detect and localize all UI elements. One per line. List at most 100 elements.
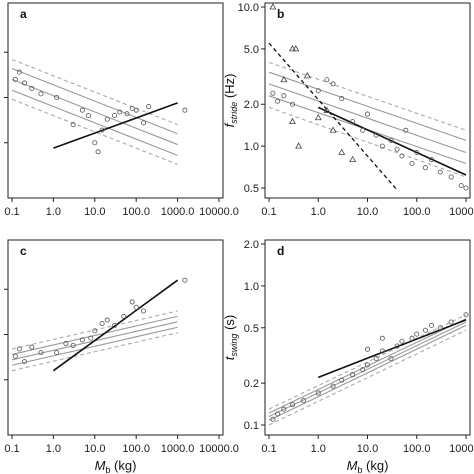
data-point (373, 132, 379, 138)
x-tick-label: 1.0 (311, 443, 326, 455)
data-point (414, 331, 420, 337)
data-point (88, 335, 94, 341)
y-tick-label: 2.0 (244, 239, 259, 251)
x-tick-label: 0.1 (4, 443, 19, 455)
data-point (21, 359, 27, 365)
data-point (339, 95, 345, 101)
data-point (21, 80, 27, 86)
data-point (29, 85, 35, 91)
data-point (330, 81, 336, 87)
x-tick-label: 0.1 (261, 443, 276, 455)
x-tick-label: 10.0 (84, 206, 105, 218)
fit-line (11, 58, 178, 126)
data-point (448, 174, 454, 180)
data-point (403, 127, 409, 133)
data-point (315, 88, 321, 94)
x-tick-label: 0.1 (4, 206, 19, 218)
y-tick-label: 0.5 (244, 323, 259, 335)
data-point (112, 113, 118, 119)
data-point (63, 341, 69, 347)
fit-line (11, 68, 178, 135)
data-triangle (289, 45, 296, 52)
x-tick-label: 100.0 (403, 206, 431, 218)
data-point (70, 342, 76, 348)
data-triangle (323, 106, 331, 114)
fit-line (11, 78, 178, 146)
data-point (373, 356, 379, 362)
data-point (117, 109, 123, 115)
data-point (275, 98, 281, 104)
data-point (379, 143, 385, 149)
data-point (360, 367, 366, 373)
y-tick-label: 2.0 (244, 99, 259, 111)
data-point (146, 104, 152, 110)
fit-line (268, 42, 398, 191)
data-point (422, 165, 428, 171)
data-point (458, 183, 464, 189)
fit-line (11, 315, 178, 355)
data-point (399, 338, 405, 344)
data-point (448, 319, 454, 325)
data-point (429, 322, 435, 328)
data-point (38, 91, 44, 97)
y-tick-label: 1.0 (244, 141, 259, 153)
data-point (12, 76, 18, 82)
plot-frame (7, 239, 224, 436)
data-triangle (280, 75, 288, 83)
data-point (104, 317, 110, 323)
data-point (16, 346, 22, 352)
data-point (124, 111, 130, 117)
fit-line (268, 318, 467, 414)
data-triangle (292, 45, 300, 52)
x-tick-label: 10000.0 (199, 443, 239, 455)
data-point (129, 299, 135, 305)
data-point (99, 321, 105, 327)
data-point (182, 277, 188, 283)
data-point (289, 402, 295, 408)
data-point (182, 107, 188, 113)
data-point (437, 169, 443, 175)
data-point (388, 356, 394, 362)
data-point (29, 344, 35, 350)
x-tick-label: 10.0 (84, 443, 105, 455)
data-triangle (289, 117, 296, 125)
data-point (289, 101, 295, 107)
data-point (360, 127, 366, 133)
data-point (379, 348, 385, 354)
x-tick-label: 10.0 (357, 443, 378, 455)
fit-line (268, 71, 467, 141)
data-point (300, 398, 306, 404)
fit-line (11, 98, 178, 165)
x-tick-label: 1.0 (46, 206, 61, 218)
y-tick-label: 0.2 (244, 378, 259, 390)
data-point (270, 416, 276, 422)
plot-frame (264, 239, 471, 436)
data-point (350, 119, 356, 125)
y-tick-label: 0.5 (244, 183, 259, 195)
fit-line (268, 321, 467, 418)
data-point (330, 383, 336, 389)
data-point (140, 308, 146, 314)
data-point (270, 90, 276, 96)
y-tick-label: 5.0 (244, 44, 259, 56)
data-point (379, 335, 385, 341)
fit-line (268, 314, 467, 410)
panel-letter: d (277, 244, 284, 258)
data-point (414, 149, 420, 155)
panel-letter: c (20, 244, 27, 258)
x-tick-label: 1000.0 (161, 443, 195, 455)
data-point (54, 95, 60, 101)
data-point (79, 107, 85, 113)
data-point (92, 328, 98, 334)
data-point (388, 137, 394, 143)
x-axis-title: Mb (kg) (347, 458, 389, 474)
data-point (95, 149, 101, 155)
x-tick-label: 1000.0 (449, 206, 474, 218)
x-tick-label: 100.0 (403, 443, 431, 455)
fit-line (268, 83, 467, 154)
data-point (133, 304, 139, 310)
data-point (121, 313, 127, 319)
fit-line (317, 106, 467, 176)
data-point (399, 153, 405, 159)
